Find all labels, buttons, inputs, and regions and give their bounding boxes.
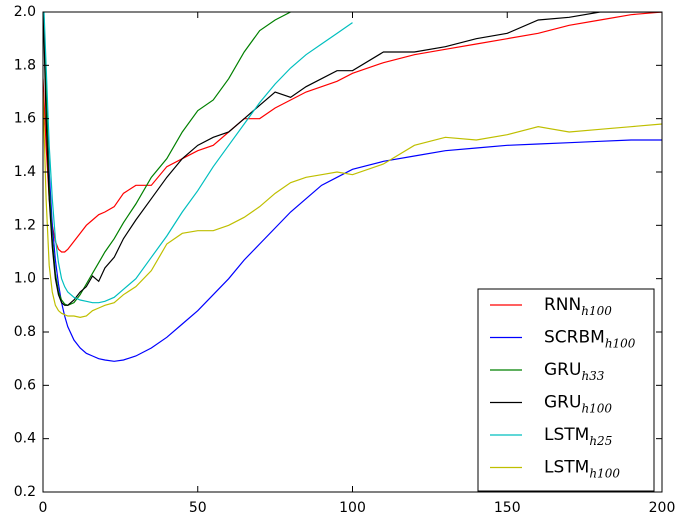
x-tick-label: 100 — [339, 500, 366, 516]
x-tick-label: 150 — [494, 500, 521, 516]
legend-label: GRUh100 — [544, 393, 612, 416]
y-tick-label: 0.4 — [14, 431, 36, 447]
legend-name: GRU — [544, 393, 581, 413]
legend-box — [477, 288, 655, 492]
legend-label: LSTMh25 — [544, 425, 612, 448]
y-tick-label: 0.2 — [14, 484, 36, 500]
y-tick-label: 2.0 — [14, 4, 36, 20]
x-tick-label: 0 — [39, 500, 48, 516]
x-tick-label: 200 — [649, 500, 676, 516]
legend: RNNh100SCRBMh100GRUh33GRUh100LSTMh25LSTM… — [477, 288, 655, 492]
x-tick-label: 50 — [189, 500, 207, 516]
legend-name: GRU — [544, 360, 581, 380]
y-tick-label: 1.2 — [14, 217, 36, 233]
y-tick-label: 0.8 — [14, 324, 36, 340]
y-tick-label: 0.6 — [14, 377, 36, 393]
legend-subscript: h25 — [589, 434, 612, 448]
legend-subscript: h100 — [581, 304, 612, 318]
series-line — [43, 12, 291, 306]
y-tick-label: 1.4 — [14, 164, 36, 180]
series-line — [43, 12, 662, 253]
legend-subscript: h33 — [581, 369, 604, 383]
legend-name: RNN — [544, 295, 581, 315]
series-line — [43, 12, 353, 304]
series-line — [43, 12, 662, 306]
series-line — [43, 12, 662, 362]
legend-subscript: h100 — [581, 401, 612, 415]
legend-label: SCRBMh100 — [544, 328, 636, 351]
legend-label: GRUh33 — [544, 360, 605, 383]
series-line — [43, 91, 662, 318]
legend-subscript: h100 — [605, 336, 636, 350]
legend-name: LSTM — [544, 458, 589, 478]
legend-label: LSTMh100 — [544, 458, 620, 481]
plot-lines — [43, 12, 662, 362]
ticks: 0 50 100 150 200 0.2 0.4 0.6 0.8 1.0 1.2 1.4 1.6 1.8 2… — [14, 4, 676, 516]
legend-name: SCRBM — [544, 328, 605, 348]
legend-subscript: h100 — [589, 466, 620, 480]
y-tick-label: 1.0 — [14, 271, 36, 287]
y-tick-label: 1.8 — [14, 57, 36, 73]
y-tick-label: 1.6 — [14, 111, 36, 127]
legend-label: RNNh100 — [544, 295, 612, 318]
legend-name: LSTM — [544, 425, 589, 445]
